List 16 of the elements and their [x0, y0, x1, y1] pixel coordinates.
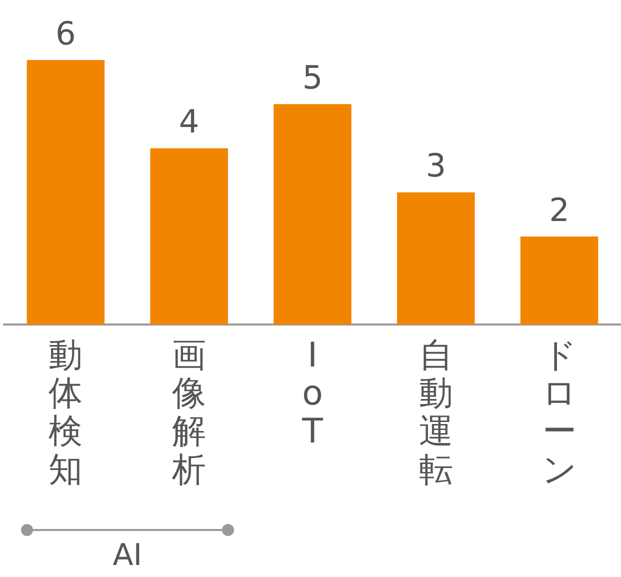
- x-tick-label: ドローン: [542, 336, 577, 490]
- data-label: 2: [549, 190, 570, 229]
- bar: [150, 148, 228, 325]
- bar: [26, 60, 105, 325]
- bar: [397, 192, 475, 325]
- bar: [274, 104, 352, 325]
- x-tick-label: 動体検知: [48, 336, 83, 490]
- text: AI: [112, 538, 144, 574]
- x-tick-label: 画像解析: [171, 336, 206, 490]
- bar: [520, 236, 598, 325]
- x-tick-label: 自動運転: [418, 336, 453, 490]
- data-label: 3: [426, 146, 446, 185]
- data-label: 4: [178, 102, 200, 141]
- data-label: 5: [302, 58, 323, 96]
- data-label: 6: [56, 14, 76, 52]
- x-tick-label: IoT: [301, 336, 324, 452]
